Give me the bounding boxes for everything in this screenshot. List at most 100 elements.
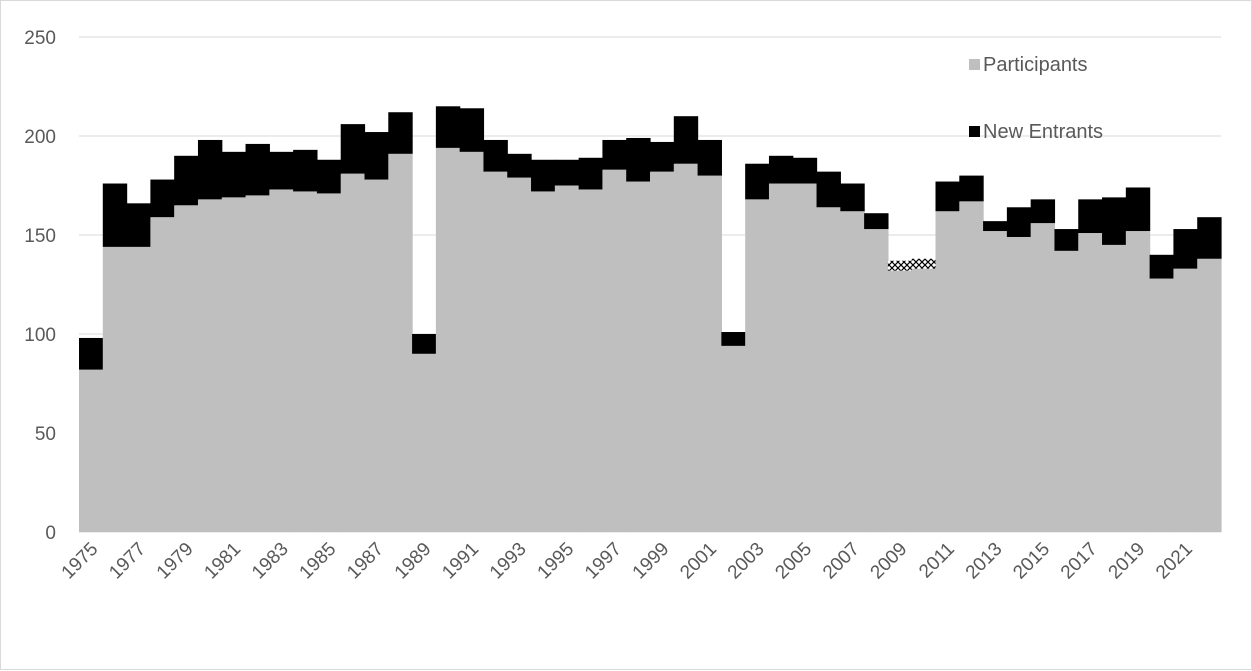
new-entrants-bar <box>602 139 627 170</box>
participants-bar <box>316 193 342 533</box>
participants-bar <box>1125 231 1151 533</box>
new-entrants-bar <box>1006 207 1032 237</box>
participants-bar <box>221 197 247 532</box>
new-entrants-bar <box>174 155 199 206</box>
new-entrants-bar <box>245 143 270 196</box>
participants-bar <box>792 183 818 532</box>
new-entrants-bar <box>221 151 247 198</box>
participants-bar <box>554 185 580 532</box>
participants-bar <box>412 353 437 532</box>
x-tick-label: 1977 <box>105 539 150 584</box>
x-tick-label: 2017 <box>1057 539 1102 584</box>
y-axis: 0 50 100 150 200 250 <box>24 28 56 544</box>
participants-bar <box>483 171 508 532</box>
participants-bar <box>578 189 604 532</box>
participants-bar <box>768 183 794 532</box>
participants-bar <box>745 199 770 533</box>
x-axis: 1975 1977 1979 1981 1983 1985 1987 1989 1991 1993… <box>58 539 1197 584</box>
legend-swatch <box>969 126 980 137</box>
new-entrants-bar <box>126 203 151 247</box>
new-entrants-bar <box>316 159 342 194</box>
new-entrants-bar <box>412 334 437 354</box>
participants-bar <box>126 246 151 532</box>
new-entrants-bar <box>1125 187 1151 232</box>
x-tick-label: 1991 <box>438 539 483 584</box>
new-entrants-bar <box>840 183 865 212</box>
y-tick-label: 200 <box>24 127 56 148</box>
participants-bar <box>626 181 651 533</box>
legend-swatch <box>969 59 980 70</box>
new-entrants-bar <box>531 159 556 192</box>
new-entrants-bar <box>959 175 984 202</box>
new-entrants-bar <box>102 183 128 247</box>
new-entrants-bar <box>1030 199 1056 224</box>
participants-bar <box>507 177 532 532</box>
new-entrants-bar <box>1078 199 1103 234</box>
new-entrants-bar <box>983 221 1008 232</box>
participants-bar <box>531 191 556 532</box>
y-tick-label: 0 <box>45 523 56 544</box>
new-entrants-bar <box>578 157 604 190</box>
participants-bar <box>673 163 699 532</box>
new-entrants-bar <box>507 153 532 178</box>
new-entrants-bar <box>887 260 913 271</box>
participants-bar <box>911 268 937 532</box>
new-entrants-bar <box>697 139 722 176</box>
new-entrants-bar <box>364 132 389 180</box>
participants-bar <box>864 229 889 532</box>
x-tick-label: 2003 <box>724 539 769 584</box>
new-entrants-bar <box>269 151 294 190</box>
new-entrants-bar <box>459 108 485 152</box>
participants-bar <box>1006 236 1032 533</box>
x-tick-label: 2011 <box>915 539 959 583</box>
participants-bar <box>197 199 223 533</box>
new-entrants-bar <box>293 149 318 192</box>
new-entrants-bar <box>554 159 580 186</box>
participants-bar <box>79 369 104 532</box>
participants-bar <box>269 189 294 532</box>
participants-bar <box>364 179 389 532</box>
participants-bar <box>602 169 627 532</box>
x-tick-label: 1995 <box>534 539 579 584</box>
x-tick-label: 2007 <box>819 539 864 584</box>
participants-bar <box>935 211 960 533</box>
new-entrants-bar <box>768 155 794 184</box>
y-tick-label: 100 <box>24 325 56 346</box>
x-tick-label: 1989 <box>391 539 436 584</box>
participants-bar <box>1149 278 1175 532</box>
bars <box>79 106 1222 533</box>
x-tick-label: 1993 <box>486 539 531 584</box>
legend: Participants New Entrants <box>969 54 1103 143</box>
x-tick-label: 1981 <box>200 539 245 584</box>
participants-bar <box>1054 250 1079 532</box>
x-tick-label: 2009 <box>867 539 912 584</box>
participants-bar <box>435 147 461 532</box>
participants-bar <box>650 171 675 532</box>
new-entrants-bar <box>340 124 366 174</box>
new-entrants-bar <box>79 337 104 370</box>
x-tick-label: 2013 <box>962 539 1007 584</box>
new-entrants-bar <box>388 112 413 154</box>
participants-bar <box>459 151 485 532</box>
new-entrants-bar <box>1173 229 1198 269</box>
new-entrants-bar <box>935 181 960 212</box>
participants-bar <box>840 211 865 533</box>
new-entrants-bar <box>650 141 675 172</box>
legend-label: Participants <box>983 54 1088 76</box>
x-tick-label: 2019 <box>1105 539 1150 584</box>
participants-bar <box>293 191 318 532</box>
participants-bar <box>721 345 746 532</box>
x-tick-label: 1979 <box>153 539 198 584</box>
y-tick-label: 250 <box>24 28 56 49</box>
y-tick-label: 150 <box>24 226 56 247</box>
new-entrants-bar <box>673 116 699 164</box>
new-entrants-bar <box>1054 229 1079 251</box>
new-entrants-bar <box>816 171 841 208</box>
participants-bar <box>340 173 366 532</box>
participants-bar <box>1102 244 1127 532</box>
participants-bar <box>1078 233 1103 532</box>
new-entrants-bar <box>745 163 770 200</box>
participants-bar <box>983 231 1008 533</box>
